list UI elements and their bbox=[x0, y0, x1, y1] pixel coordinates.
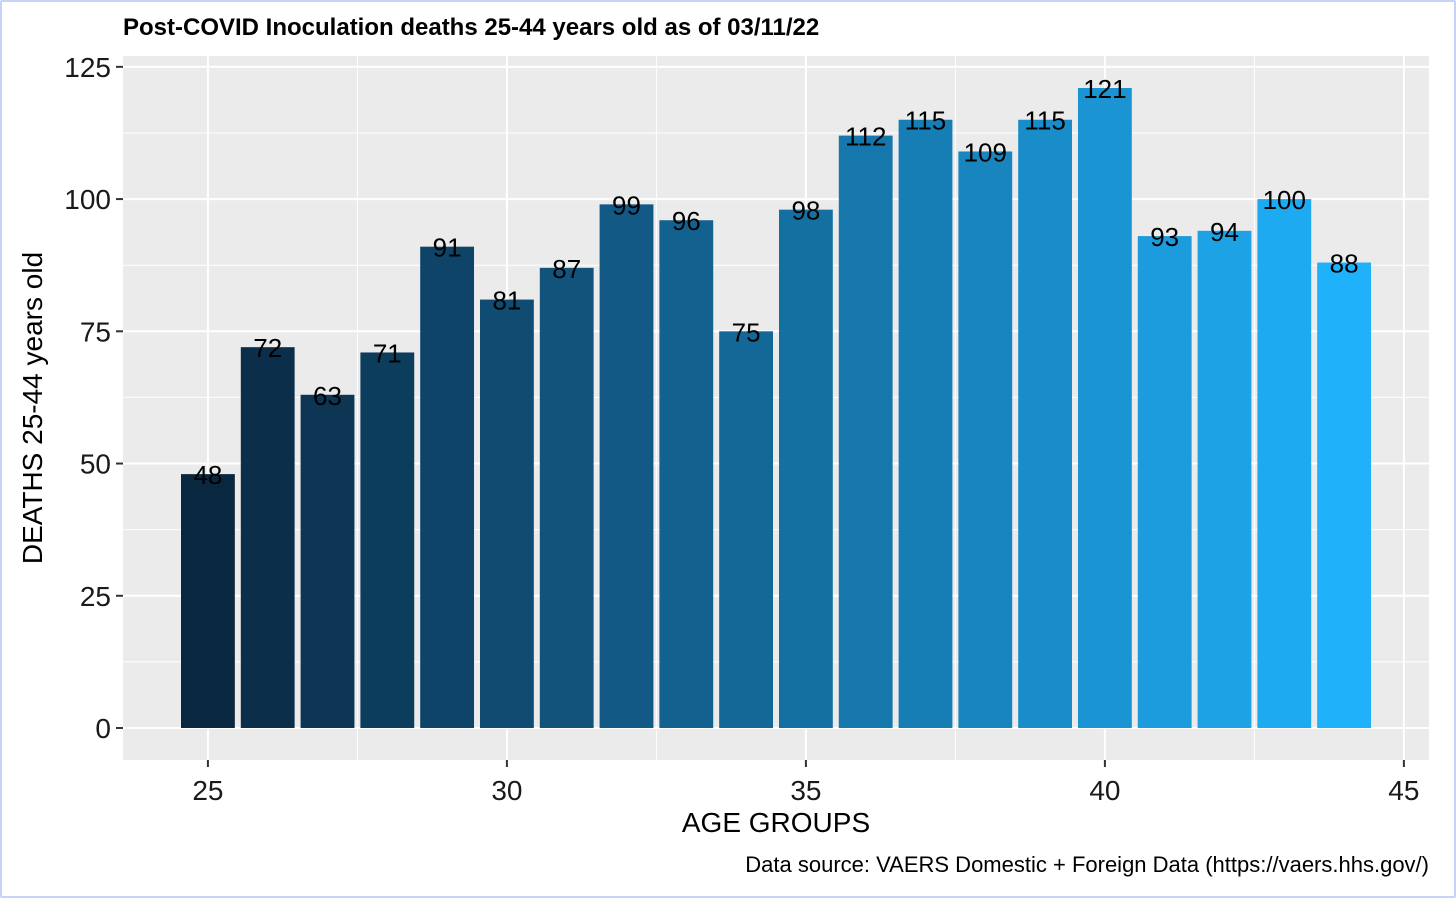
bar-value-label: 94 bbox=[1210, 217, 1239, 247]
data-source-caption: Data source: VAERS Domestic + Foreign Da… bbox=[745, 852, 1429, 877]
bar bbox=[958, 151, 1013, 728]
bar bbox=[838, 135, 893, 729]
bar-value-label: 75 bbox=[732, 317, 761, 347]
bar bbox=[778, 209, 833, 728]
bar bbox=[659, 220, 714, 729]
bar bbox=[539, 267, 594, 728]
bar-value-label: 121 bbox=[1083, 74, 1126, 104]
x-tick-label: 45 bbox=[1388, 775, 1419, 806]
y-axis-title: DEATHS 25-44 years old bbox=[17, 252, 48, 564]
bar bbox=[479, 299, 534, 728]
bar bbox=[181, 474, 235, 728]
y-tick-label: 25 bbox=[80, 581, 111, 612]
bar bbox=[1077, 88, 1132, 728]
x-axis: 25 30 35 40 45 bbox=[192, 760, 1419, 806]
x-tick-label: 35 bbox=[790, 775, 821, 806]
bar-value-label: 109 bbox=[964, 137, 1007, 167]
bar bbox=[300, 394, 355, 728]
chart-title: Post-COVID Inoculation deaths 25-44 year… bbox=[123, 14, 819, 41]
bar-value-label: 63 bbox=[313, 381, 342, 411]
bar bbox=[240, 347, 295, 728]
bar-value-label: 48 bbox=[193, 460, 222, 490]
bar-value-label: 81 bbox=[492, 286, 521, 316]
bar bbox=[599, 204, 654, 728]
x-tick-label: 25 bbox=[192, 775, 223, 806]
y-tick-label: 125 bbox=[64, 52, 111, 83]
bar-value-label: 91 bbox=[433, 233, 462, 263]
bar-value-label: 87 bbox=[552, 254, 581, 284]
bar bbox=[1257, 199, 1312, 728]
bar bbox=[719, 331, 774, 728]
bar-value-label: 96 bbox=[672, 206, 701, 236]
bar-value-labels: 48 72 63 71 91 81 87 99 96 75 98 112 115 109 115 121 93 9… bbox=[193, 74, 1358, 490]
bar-value-label: 93 bbox=[1150, 222, 1179, 252]
y-tick-label: 0 bbox=[95, 713, 111, 744]
x-axis-title: AGE GROUPS bbox=[682, 807, 870, 838]
bar bbox=[420, 246, 475, 729]
bar bbox=[1317, 262, 1371, 728]
y-tick-label: 100 bbox=[64, 184, 111, 215]
bar bbox=[1197, 230, 1252, 728]
bar-value-label: 88 bbox=[1330, 249, 1359, 279]
bar-value-label: 115 bbox=[1024, 106, 1065, 136]
bar bbox=[1018, 119, 1073, 728]
x-tick-label: 40 bbox=[1089, 775, 1120, 806]
bar-value-label: 115 bbox=[905, 106, 946, 136]
y-axis: 0 25 50 75 100 125 bbox=[64, 52, 123, 744]
y-tick-label: 50 bbox=[80, 449, 111, 480]
x-tick-label: 30 bbox=[491, 775, 522, 806]
bar bbox=[1137, 236, 1192, 728]
bar-value-label: 71 bbox=[373, 338, 402, 368]
bar-value-label: 98 bbox=[791, 196, 820, 226]
bar bbox=[898, 119, 953, 728]
bar-value-label: 99 bbox=[612, 190, 641, 220]
bar-value-label: 112 bbox=[845, 122, 886, 152]
bar-value-label: 100 bbox=[1263, 185, 1306, 215]
bars bbox=[181, 88, 1371, 729]
y-tick-label: 75 bbox=[80, 316, 111, 347]
bar-value-label: 72 bbox=[253, 333, 282, 363]
bar bbox=[360, 352, 415, 728]
